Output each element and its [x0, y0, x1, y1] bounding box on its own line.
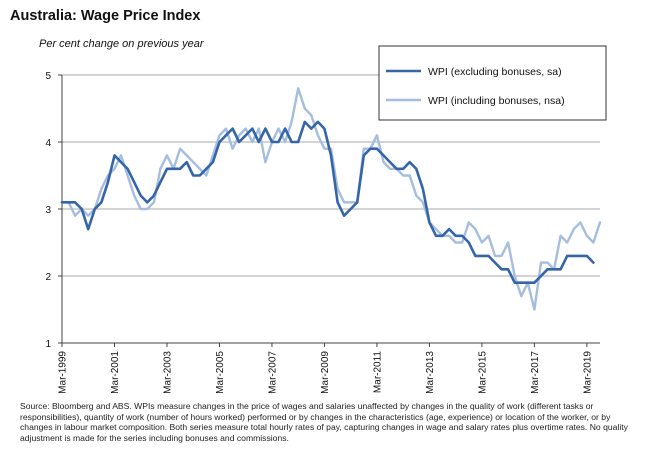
series-line-excluding-bonuses	[60, 120, 595, 285]
x-tick-label-Mar-1999: Mar-1999	[58, 351, 69, 394]
y-tick-label-2: 2	[45, 272, 51, 283]
y-tick-label-3: 3	[45, 205, 51, 216]
x-tick-label-Mar-2017: Mar-2017	[530, 351, 541, 394]
x-tick-label-Mar-2003: Mar-2003	[162, 351, 173, 394]
series-line-including-bonuses	[60, 87, 602, 311]
source-note: Source: Bloomberg and ABS. WPIs measure …	[20, 401, 628, 443]
y-tick-label-5: 5	[45, 71, 51, 82]
legend-label-excluding-bonuses: WPI (excluding bonuses, sa)	[428, 66, 562, 78]
x-tick-label-Mar-2011: Mar-2011	[372, 351, 383, 393]
y-tick-label-1: 1	[45, 339, 51, 350]
legend-box	[378, 45, 607, 121]
x-tick-label-Mar-2015: Mar-2015	[477, 351, 488, 394]
line-chart: 1 2 3 4 5 Mar-1999 Mar-2001 Mar-2003 Mar-2005 Mar…	[45, 45, 607, 394]
axes: 1 2 3 4 5 Mar-1999 Mar-2001 Mar-2003 Mar-2005 Mar…	[45, 71, 600, 394]
y-tick-label-4: 4	[45, 138, 51, 149]
chart-subtitle: Per cent change on previous year	[39, 38, 204, 50]
chart-title: Australia: Wage Price Index	[10, 8, 201, 24]
x-tick-label-Mar-2013: Mar-2013	[425, 351, 436, 394]
x-tick-label-Mar-2019: Mar-2019	[582, 351, 593, 394]
legend: WPI (excluding bonuses, sa) WPI (includi…	[378, 45, 607, 121]
series-lines	[60, 87, 602, 311]
x-tick-label-Mar-2007: Mar-2007	[267, 351, 278, 394]
x-tick-label-Mar-2009: Mar-2009	[320, 351, 331, 394]
legend-label-including-bonuses: WPI (including bonuses, nsa)	[428, 95, 565, 107]
x-tick-label-Mar-2001: Mar-2001	[110, 351, 121, 394]
x-tick-label-Mar-2005: Mar-2005	[215, 351, 226, 394]
